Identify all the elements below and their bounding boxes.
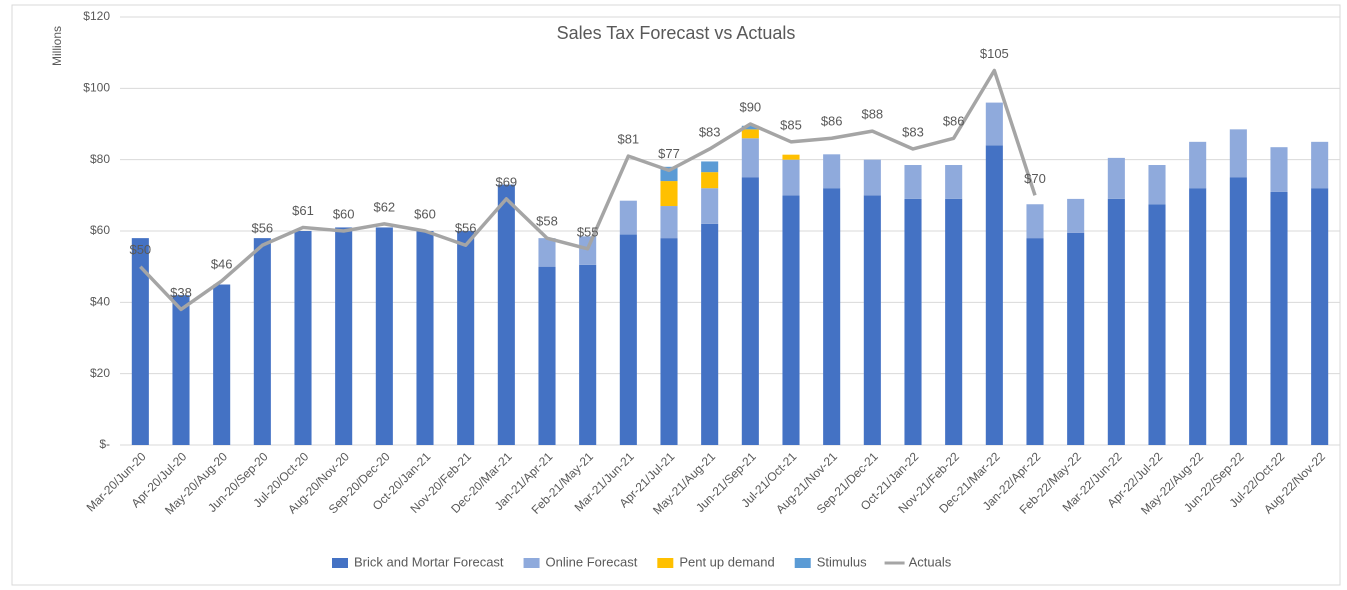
- data-label: $69: [495, 174, 517, 189]
- y-axis-label: Millions: [50, 26, 64, 66]
- data-label: $38: [170, 285, 192, 300]
- y-tick-label: $-: [99, 437, 110, 451]
- data-label: $60: [333, 206, 355, 221]
- legend-swatch: [523, 558, 540, 568]
- bar-segment: [1148, 165, 1166, 205]
- bar-segment: [497, 184, 515, 445]
- data-label: $85: [780, 117, 802, 132]
- bar-segment: [701, 188, 719, 224]
- bar-segment: [538, 238, 556, 267]
- bar-segment: [131, 238, 149, 445]
- bar-segment: [335, 227, 353, 445]
- bar-segment: [741, 177, 759, 445]
- bar-segment: [985, 102, 1003, 146]
- bar-segment: [213, 284, 231, 445]
- bar-segment: [660, 238, 678, 445]
- actuals-line: [139, 68, 1037, 312]
- bar-segment: [172, 295, 190, 445]
- bar-segment: [945, 165, 963, 199]
- data-label: $88: [861, 107, 883, 122]
- bar-segment: [863, 159, 881, 196]
- data-label: $77: [658, 146, 680, 161]
- data-label: $90: [739, 99, 761, 114]
- bar-segment: [1148, 204, 1166, 445]
- bar-segment: [660, 181, 678, 207]
- bar-segment: [985, 145, 1003, 445]
- y-tick-label: $120: [83, 9, 110, 23]
- bar-segment: [1189, 141, 1207, 189]
- bar-segment: [619, 200, 637, 235]
- bar-segment: [741, 129, 759, 139]
- bar-segment: [619, 234, 637, 445]
- data-label: $86: [821, 114, 843, 129]
- chart-title: Sales Tax Forecast vs Actuals: [557, 23, 796, 43]
- bar-segment: [1229, 129, 1247, 178]
- bar-segment: [538, 266, 556, 445]
- legend-label: Pent up demand: [679, 554, 774, 569]
- bar-segment: [701, 161, 719, 173]
- bar-segment: [253, 238, 271, 445]
- bar-segment: [823, 188, 841, 445]
- bar-segment: [863, 195, 881, 445]
- legend-label: Stimulus: [817, 554, 867, 569]
- legend-label: Actuals: [909, 554, 952, 569]
- data-label: $55: [577, 224, 599, 239]
- y-tick-label: $100: [83, 81, 110, 95]
- bar-segment: [741, 125, 759, 130]
- data-label: $58: [536, 214, 558, 229]
- bar-segment: [294, 231, 312, 445]
- data-label: $61: [292, 203, 314, 218]
- data-label: $105: [980, 46, 1009, 61]
- bar-segment: [782, 159, 800, 196]
- bar-segment: [701, 172, 719, 189]
- bar-segment: [1067, 198, 1085, 233]
- data-label: $46: [211, 256, 233, 271]
- data-label: $56: [251, 221, 273, 236]
- bar-segment: [1026, 204, 1044, 239]
- y-tick-label: $20: [90, 366, 110, 380]
- legend-swatch: [332, 558, 348, 568]
- legend-swatch: [657, 558, 674, 568]
- data-label: $86: [943, 114, 965, 129]
- data-label: $62: [373, 199, 395, 214]
- bar-segment: [741, 138, 759, 178]
- bar-segment: [904, 165, 922, 199]
- bar-segment: [1107, 198, 1125, 445]
- bar-segment: [1270, 191, 1288, 445]
- bar-segment: [1270, 147, 1288, 192]
- data-label: $83: [902, 124, 924, 139]
- data-label: $81: [617, 132, 639, 147]
- legend-label: Brick and Mortar Forecast: [354, 554, 504, 569]
- bar-segment: [1026, 238, 1044, 445]
- bar-segment: [1189, 188, 1207, 445]
- bar-segment: [1067, 232, 1085, 445]
- y-tick-label: $40: [90, 295, 110, 309]
- bar-segment: [782, 195, 800, 445]
- bar-segment: [1107, 157, 1125, 199]
- bar-segment: [1311, 188, 1329, 445]
- bar-segment: [782, 154, 800, 160]
- data-label: $83: [699, 124, 721, 139]
- bar-segment: [701, 223, 719, 445]
- bar-segment: [579, 264, 597, 445]
- bar-segment: [945, 198, 963, 445]
- y-tick-label: $80: [90, 152, 110, 166]
- data-label: $60: [414, 206, 436, 221]
- bar-segment: [1311, 141, 1329, 189]
- legend-swatch: [794, 558, 811, 568]
- data-label: $50: [129, 242, 151, 257]
- bar-segment: [660, 206, 678, 239]
- legend-label: Online Forecast: [546, 554, 638, 569]
- bar-segment: [579, 236, 597, 265]
- bar-segment: [1229, 177, 1247, 445]
- bar-segment: [457, 231, 475, 445]
- data-label: $56: [455, 221, 477, 236]
- bar-segment: [375, 227, 393, 445]
- bar-segment: [823, 154, 841, 189]
- data-label: $70: [1024, 171, 1046, 186]
- bar-segment: [416, 231, 434, 445]
- y-tick-label: $60: [90, 223, 110, 237]
- bar-segment: [904, 198, 922, 445]
